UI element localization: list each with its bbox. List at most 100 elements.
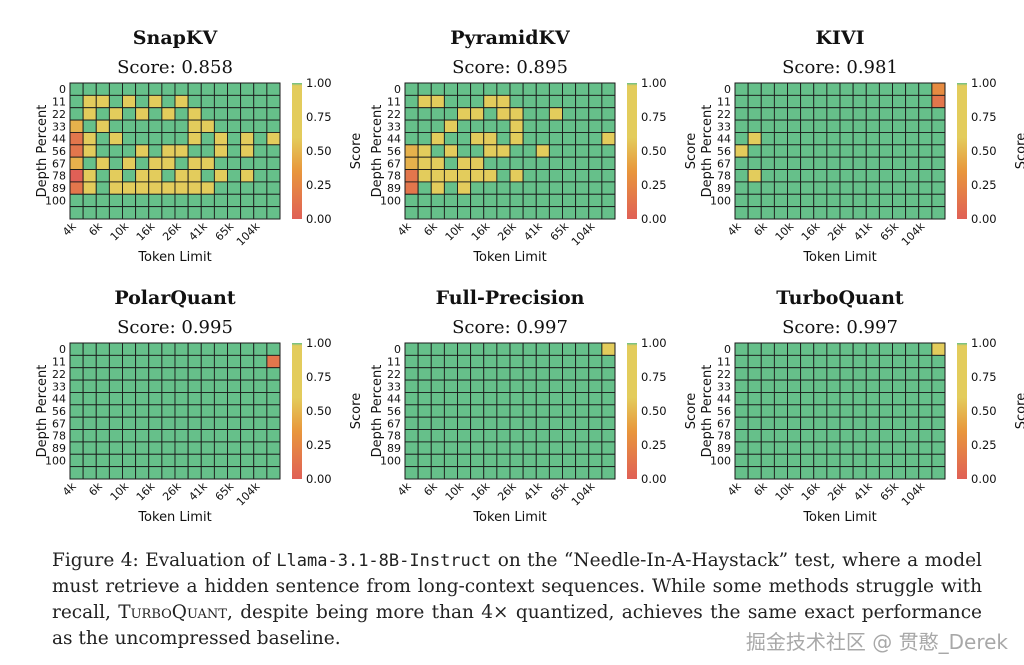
turboquant-cell [865,354,880,369]
kivi-y-tick: 44 [717,133,731,146]
kivi-y-tick: 89 [717,182,731,195]
turboquant-cell [918,429,933,443]
kivi-cell [813,156,828,170]
polarquant-colorbar [292,343,302,479]
full-precision-cell [404,354,419,369]
full-precision-cell [575,429,590,443]
polarquant-cell [148,379,163,393]
full-precision-cell [443,416,458,430]
snapkv-cell [266,94,281,109]
turboquant-cell [800,404,815,418]
turboquant-cell [839,342,854,356]
kivi-cell [826,119,841,133]
kivi-cell [931,181,946,195]
turboquant-x-tick: 65k [878,479,902,503]
pyramidkv-cell [404,193,419,208]
turboquant-cell [865,466,880,480]
polarquant-cell [82,441,97,455]
snapkv-cell [69,82,84,96]
polarquant-cell [253,342,268,356]
kivi-cell [826,107,841,121]
turboquant-cell [918,453,933,468]
full-precision-cell [404,404,419,418]
turboquant-cell [878,392,893,406]
pyramidkv-cell [457,169,472,183]
turboquant-cell [905,379,920,393]
pyramidkv-cell [562,82,577,96]
pyramidkv-cell [522,119,537,133]
turboquant-cell [931,342,946,356]
full-precision-cell [588,429,603,443]
kivi-cell [800,144,815,158]
kivi-cell [826,94,841,109]
pyramidkv-cell [601,181,616,195]
polarquant-cell [174,404,189,418]
kivi-cell [826,206,841,220]
full-precision-cell [588,379,603,393]
full-precision-cell [417,404,432,418]
kivi-cell [918,193,933,208]
polarquant-cell [266,342,281,356]
kivi-cell [813,181,828,195]
turboquant-cell [865,379,880,393]
polarquant-cell [108,342,123,356]
kivi-cell [892,156,907,170]
kivi-cell [931,169,946,183]
turboquant-cell [918,342,933,356]
pyramidkv-cell [588,156,603,170]
polarquant-cell [82,392,97,406]
full-precision-cell [562,466,577,480]
turboquant-cell [787,441,802,455]
snapkv-cell [108,131,123,146]
turboquant-cell [878,367,893,381]
full-precision-cell [601,342,616,356]
pyramidkv-cell [562,94,577,109]
pyramidkv-cell [417,144,432,158]
turboquant-cell [865,416,880,430]
full-precision-cell [470,453,485,468]
pyramidkv-cell [483,144,498,158]
kivi-cell [839,82,854,96]
turboquant-cell [826,453,841,468]
pyramidkv-cell [483,119,498,133]
pyramidkv-x-tick: 104k [569,219,598,248]
full-precision-cell [509,342,524,356]
turboquant-cell [878,342,893,356]
kivi-y-tick: 0 [724,83,731,96]
snapkv-cell [240,107,255,121]
pyramidkv-cell [496,131,511,146]
full-precision-cell [535,416,550,430]
polarquant-cell [148,392,163,406]
polarquant-cell [69,342,84,356]
pyramidkv-cell [535,193,550,208]
pyramidkv-cell [588,94,603,109]
pyramidkv-cell [548,193,563,208]
full-precision-cell [535,453,550,468]
pyramidkv-cell [470,119,485,133]
pyramidkv-cell [588,206,603,220]
turboquant-cell [839,441,854,455]
polarquant-x-tick: 26k [160,479,184,503]
full-precision-cell [601,466,616,480]
snapkv-cell [161,82,176,96]
full-precision-cell [404,466,419,480]
kivi-cell [905,181,920,195]
pyramidkv-cell [404,82,419,96]
kivi-cell [892,169,907,183]
turboquant-cell [826,416,841,430]
polarquant-cell [69,453,84,468]
turboquant-cell [839,453,854,468]
full-precision-cell [470,466,485,480]
turboquant-cell [787,466,802,480]
polarquant-cell [122,416,137,430]
turboquant-cell [813,429,828,443]
turboquant-x-tick: 10k [773,479,797,503]
full-precision-cell [509,441,524,455]
snapkv-cell [148,156,163,170]
polarquant-cell [213,416,228,430]
turboquant-cell [813,392,828,406]
full-precision-cell [509,392,524,406]
kivi-cell [773,107,788,121]
polarquant-y-tick: 100 [45,455,66,468]
turboquant-cell [905,416,920,430]
